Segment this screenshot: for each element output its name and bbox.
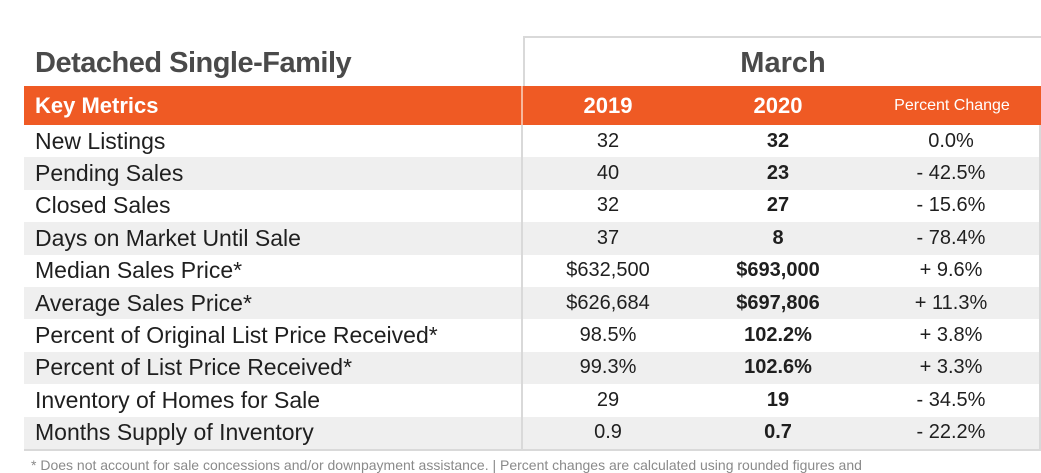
metric-label: Percent of Original List Price Received* (24, 319, 523, 352)
percent-change: + 9.6% (919, 259, 983, 282)
value-2019: 32 (596, 129, 620, 152)
value-2019: 29 (596, 388, 620, 411)
table-row: Months Supply of Inventory 0.9 0.7 - 22.… (24, 416, 1039, 449)
percent-change: - 78.4% (916, 226, 986, 249)
percent-change: - 22.2% (916, 421, 986, 444)
metric-label: Percent of List Price Received* (24, 351, 523, 385)
value-2019: 98.5% (579, 324, 637, 347)
value-2020: 32 (766, 129, 790, 152)
metric-label: Months Supply of Inventory (24, 416, 523, 449)
value-2019: 40 (596, 162, 620, 185)
value-2020: 8 (772, 226, 784, 249)
table-row: Average Sales Price* $626,684 $697,806 +… (24, 286, 1039, 320)
percent-change-header: Percent Change (894, 96, 1010, 114)
value-2020: 27 (766, 194, 790, 217)
year-2020-header: 2020 (753, 92, 803, 118)
table-row: Median Sales Price* $632,500 $693,000 + … (24, 254, 1039, 287)
table-bottom-rule (24, 448, 1041, 451)
table-body: New Listings 32 32 0.0% Pending Sales 40… (24, 125, 1041, 449)
metric-label: New Listings (24, 125, 523, 158)
table-row: Percent of List Price Received* 99.3% 10… (24, 351, 1039, 385)
value-2020: 19 (766, 388, 790, 411)
percent-change: - 15.6% (916, 194, 986, 217)
table-row: New Listings 32 32 0.0% (24, 125, 1039, 158)
value-2020: 102.6% (744, 356, 812, 379)
value-2019: $632,500 (566, 259, 650, 282)
month-heading: March (523, 36, 1041, 86)
metric-label: Median Sales Price* (24, 254, 523, 287)
year-2019-header: 2019 (583, 92, 633, 118)
metrics-table: Detached Single-Family March Key Metrics… (24, 36, 1041, 451)
value-2019: 32 (596, 194, 620, 217)
table-title: Detached Single-Family (35, 47, 352, 79)
table-row: Days on Market Until Sale 37 8 - 78.4% (24, 222, 1039, 255)
table-row: Pending Sales 40 23 - 42.5% (24, 157, 1039, 190)
metric-label: Days on Market Until Sale (24, 222, 523, 255)
percent-change: + 3.8% (919, 324, 983, 347)
table-title-row: Detached Single-Family March (24, 36, 1041, 86)
metric-label: Inventory of Homes for Sale (24, 384, 523, 417)
percent-change: + 11.3% (914, 291, 988, 314)
value-2020: 0.7 (764, 421, 792, 444)
metric-label: Average Sales Price* (24, 286, 523, 320)
percent-change: - 34.5% (916, 388, 986, 411)
key-metrics-header: Key Metrics (24, 86, 523, 125)
metric-label: Closed Sales (24, 189, 523, 223)
percent-change: - 42.5% (916, 162, 986, 185)
value-2019: 37 (596, 226, 620, 249)
percent-change: 0.0% (928, 129, 974, 152)
value-2019: $626,684 (566, 291, 650, 314)
footnote: * Does not account for sale concessions … (31, 457, 862, 473)
table-row: Inventory of Homes for Sale 29 19 - 34.5… (24, 384, 1039, 417)
value-2020: $697,806 (736, 291, 820, 314)
metric-label: Pending Sales (24, 157, 523, 190)
table-row: Closed Sales 32 27 - 15.6% (24, 189, 1039, 223)
value-2020: 102.2% (744, 324, 812, 347)
value-2019: 0.9 (594, 421, 622, 444)
value-2020: 23 (766, 162, 790, 185)
column-header-row: Key Metrics 2019 2020 Percent Change (24, 86, 1041, 125)
value-2020: $693,000 (736, 259, 820, 282)
percent-change: + 3.3% (919, 356, 983, 379)
table-row: Percent of Original List Price Received*… (24, 319, 1039, 352)
value-2019: 99.3% (579, 356, 637, 379)
